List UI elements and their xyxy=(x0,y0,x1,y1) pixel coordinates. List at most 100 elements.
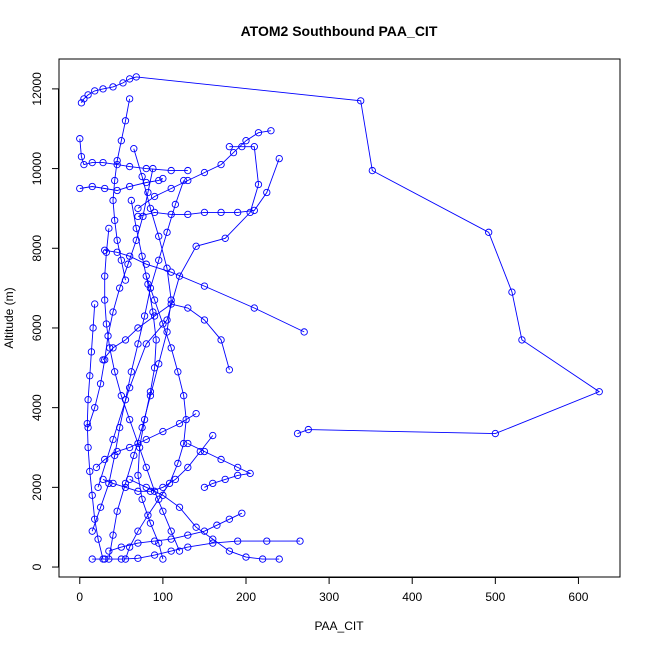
y-axis: 0 2000 4000 6000 8000 10000 12000 xyxy=(30,72,59,570)
data-point xyxy=(101,356,109,364)
data-point xyxy=(80,95,88,103)
data-point xyxy=(159,483,167,491)
data-point xyxy=(217,208,225,217)
data-point xyxy=(91,300,99,308)
data-point xyxy=(167,268,175,276)
series-8 xyxy=(88,537,304,563)
series-20 xyxy=(109,95,134,284)
data-point xyxy=(180,392,188,400)
data-point xyxy=(84,443,92,452)
data-point xyxy=(184,210,192,219)
data-point xyxy=(174,459,182,468)
data-point xyxy=(238,143,246,151)
data-point xyxy=(149,308,157,316)
data-point xyxy=(184,463,192,472)
data-point xyxy=(142,463,150,472)
data-point xyxy=(150,312,159,320)
y-tick-label: 2000 xyxy=(30,474,44,501)
data-point xyxy=(200,447,209,456)
series-22 xyxy=(83,300,107,563)
data-point xyxy=(134,527,142,535)
series-14 xyxy=(88,176,188,535)
data-point xyxy=(595,388,603,396)
series-line xyxy=(79,138,188,172)
data-point xyxy=(142,435,150,444)
data-point xyxy=(234,471,242,480)
series-1 xyxy=(77,73,603,438)
data-point xyxy=(184,176,192,185)
series-6 xyxy=(99,300,234,374)
data-point xyxy=(76,184,84,193)
data-point xyxy=(258,555,267,563)
data-point xyxy=(209,535,217,543)
data-point xyxy=(250,304,258,312)
data-point xyxy=(134,487,142,495)
data-point xyxy=(184,439,192,448)
data-point xyxy=(127,196,135,205)
data-point xyxy=(132,236,140,244)
data-point xyxy=(132,73,140,81)
y-axis-label: Altitude (m) xyxy=(2,287,16,348)
data-point xyxy=(146,204,155,213)
data-point xyxy=(293,429,302,438)
data-point xyxy=(111,368,119,376)
data-point xyxy=(171,475,180,484)
data-point xyxy=(121,483,130,491)
data-point xyxy=(267,127,275,135)
data-point xyxy=(117,555,125,563)
data-point xyxy=(113,447,121,456)
data-point xyxy=(142,340,150,348)
data-point xyxy=(150,537,159,545)
data-point xyxy=(192,523,200,531)
data-point xyxy=(217,336,225,344)
data-point xyxy=(150,192,159,201)
data-point xyxy=(121,555,130,563)
plot-area xyxy=(58,58,621,578)
data-point xyxy=(134,204,142,213)
data-point xyxy=(101,455,109,464)
data-point xyxy=(125,95,134,103)
data-point xyxy=(109,531,117,539)
data-point xyxy=(140,312,149,320)
series-line xyxy=(129,478,280,560)
chart-title: ATOM2 Southbound PAA_CIT xyxy=(241,23,438,39)
series-line xyxy=(81,76,601,435)
x-axis: 0 100 200 300 400 500 600 xyxy=(76,577,589,604)
data-point xyxy=(87,348,96,356)
data-point xyxy=(182,415,190,424)
data-point xyxy=(92,463,101,472)
y-tick-label: 4000 xyxy=(30,394,44,421)
series-line xyxy=(137,158,280,217)
data-point xyxy=(155,360,163,368)
data-point xyxy=(167,166,175,175)
series-11 xyxy=(134,154,283,221)
data-point xyxy=(138,495,146,503)
data-point xyxy=(146,487,155,495)
data-point xyxy=(86,467,94,476)
data-point xyxy=(152,336,160,344)
data-point xyxy=(134,212,142,221)
data-point xyxy=(163,316,171,324)
data-point xyxy=(246,469,254,478)
data-point xyxy=(99,85,107,93)
data-point xyxy=(242,137,250,145)
data-point xyxy=(518,336,526,344)
data-point xyxy=(155,539,163,547)
data-point xyxy=(142,272,150,280)
series-10 xyxy=(134,127,275,213)
series-18 xyxy=(99,431,217,495)
x-axis-label: PAA_CIT xyxy=(314,619,364,633)
data-point xyxy=(88,555,96,563)
data-point xyxy=(238,509,246,517)
series-line xyxy=(97,146,259,488)
series-line xyxy=(137,130,271,209)
data-point xyxy=(149,164,157,173)
x-tick-label: 600 xyxy=(568,590,588,604)
series-line xyxy=(92,540,300,560)
data-point xyxy=(101,184,109,193)
data-point xyxy=(225,547,234,555)
data-point xyxy=(209,539,217,547)
data-point xyxy=(225,366,234,374)
data-point xyxy=(109,435,117,444)
data-point xyxy=(234,208,242,217)
